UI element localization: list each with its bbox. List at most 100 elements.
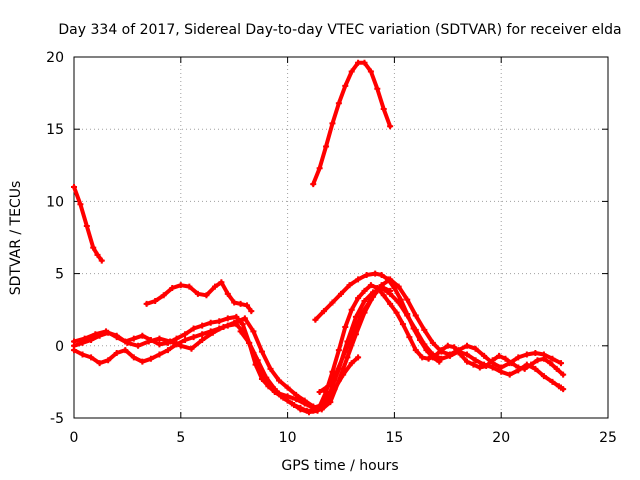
data-point [340,371,347,378]
data-point [506,360,513,367]
data-point [263,374,270,381]
data-point [489,360,496,367]
data-point [220,324,227,331]
data-point [560,386,567,393]
data-point [425,355,432,362]
data-point [534,357,541,364]
data-point [464,351,471,358]
data-point [338,290,344,297]
data-point [496,352,503,359]
data-point [241,315,248,322]
data-point [547,360,554,367]
data-point [297,406,304,413]
series-arc-8 [317,286,393,394]
data-point [186,283,193,290]
data-point [355,59,362,66]
data-point [515,354,522,361]
data-point [329,299,336,306]
data-point [190,334,197,341]
data-point [372,270,379,277]
data-point [412,312,419,319]
x-axis-label: GPS time / hours [281,458,398,474]
data-point [209,329,216,336]
data-point [344,354,351,361]
data-point [553,365,560,372]
data-point [231,299,238,306]
data-point [348,360,355,367]
data-point [310,403,317,410]
data-point [312,316,319,323]
data-point [355,354,362,361]
data-point [314,407,321,414]
data-point [293,391,300,398]
data-point [81,335,88,342]
data-point [352,313,359,320]
y-tick-label: 10 [46,194,64,210]
data-point [288,400,295,407]
data-point [506,371,513,378]
data-point [419,354,426,361]
data-point [523,361,530,368]
data-point [455,347,462,354]
data-point [464,358,471,365]
x-tick-label: 25 [599,430,617,446]
data-point [276,377,283,384]
y-tick-label: 15 [46,122,64,138]
data-point [367,68,374,75]
data-point [310,181,317,188]
data-point [446,351,453,358]
data-point [280,394,287,401]
data-point [199,322,206,329]
data-point [92,331,99,338]
data-point [254,357,261,364]
data-point [207,319,214,326]
y-axis-label: SDTVAR / TECUs [8,181,24,296]
data-point [156,335,163,342]
series-arc-3 [144,280,254,314]
data-point [355,295,362,302]
data-point [83,222,90,229]
data-point [540,373,547,380]
data-point [361,59,368,66]
data-point [387,300,394,307]
data-point [374,287,381,294]
data-point [135,342,142,349]
data-point [203,292,210,299]
data-point [549,378,556,385]
data-point [130,354,137,361]
data-point [130,335,137,342]
data-point [348,68,355,75]
data-point [182,337,189,344]
data-point [380,105,387,112]
data-point [436,358,443,365]
data-point [335,100,342,107]
data-point [348,306,355,313]
data-point [90,244,97,251]
data-point [395,283,402,290]
data-point [374,85,381,92]
data-point [188,345,195,352]
data-point [79,351,86,358]
data-point [540,351,547,358]
data-point [239,321,246,328]
data-point [558,360,565,367]
data-point [380,292,387,299]
x-tick-labels: 0 5 10 15 20 25 [70,430,617,446]
data-point [329,120,336,127]
data-point [451,344,458,351]
data-point [387,123,394,130]
data-point [124,339,131,346]
data-point [323,143,330,150]
data-point [399,321,406,328]
data-point [156,341,163,348]
data-point [237,328,244,335]
y-tick-label: 20 [46,50,64,66]
data-point [342,82,349,89]
data-point [194,290,201,297]
y-tick-label: 5 [55,267,64,283]
data-point [103,328,110,335]
data-point [246,339,253,346]
data-point [71,338,77,345]
data-point [355,276,362,283]
